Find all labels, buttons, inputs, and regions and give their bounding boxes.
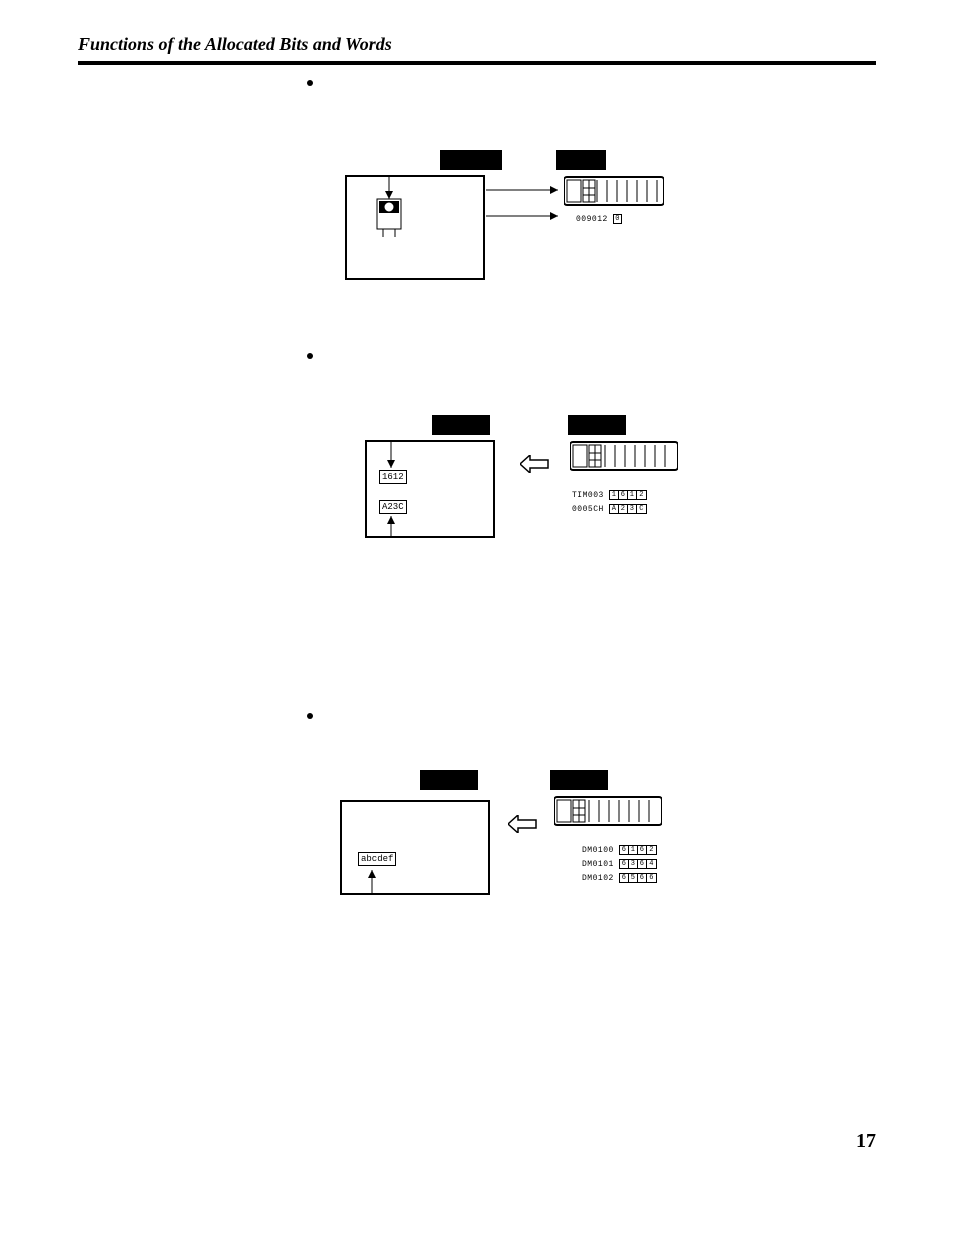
bullet-icon [307,353,313,359]
header-rule [78,61,876,65]
label-box-left [420,770,478,790]
plc-data-line: TIM003 1612 [572,490,647,500]
screen-ticks-icon [342,802,488,893]
plc-unit-icon [570,440,678,474]
plc-address: 009012 [576,215,608,224]
page-title: Functions of the Allocated Bits and Word… [78,34,876,55]
plc-unit-icon [564,175,664,209]
page-number: 17 [856,1130,876,1153]
plc-unit-icon [554,795,662,829]
screen-value: 1612 [379,470,407,484]
screen-frame [365,440,495,538]
bullet-icon [307,80,313,86]
label-box-left [432,415,490,435]
plc-value-cells: 6566 [619,873,657,883]
plc-data-line: 009012 0 [576,214,622,224]
arrow-right-icon [486,180,576,240]
label-box-right [550,770,608,790]
plc-value-cells: 6162 [619,845,657,855]
screen-frame [340,800,490,895]
screen-value: A23C [379,500,407,514]
page-header: Functions of the Allocated Bits and Word… [78,34,876,65]
plc-address: 0005CH [572,505,604,514]
plc-value-cells: A23C [609,504,647,514]
plc-address: DM0101 [582,860,614,869]
screen-graphic-icon [347,177,483,278]
plc-address: DM0100 [582,846,614,855]
plc-address: TIM003 [572,491,604,500]
label-box-left [440,150,502,170]
label-box-right [556,150,606,170]
screen-frame [345,175,485,280]
arrow-left-icon [520,455,550,473]
bullet-icon [307,713,313,719]
screen-value: abcdef [358,852,396,866]
plc-data-line: DM0100 6162 [582,845,657,855]
plc-data-line: DM0101 6364 [582,859,657,869]
plc-data-line: 0005CH A23C [572,504,647,514]
label-box-right [568,415,626,435]
plc-address: DM0102 [582,874,614,883]
plc-data-line: DM0102 6566 [582,873,657,883]
plc-value-cells: 6364 [619,859,657,869]
arrow-left-icon [508,815,538,833]
plc-value-cell: 0 [613,214,622,224]
plc-value-cells: 1612 [609,490,647,500]
screen-ticks-icon [367,442,493,536]
